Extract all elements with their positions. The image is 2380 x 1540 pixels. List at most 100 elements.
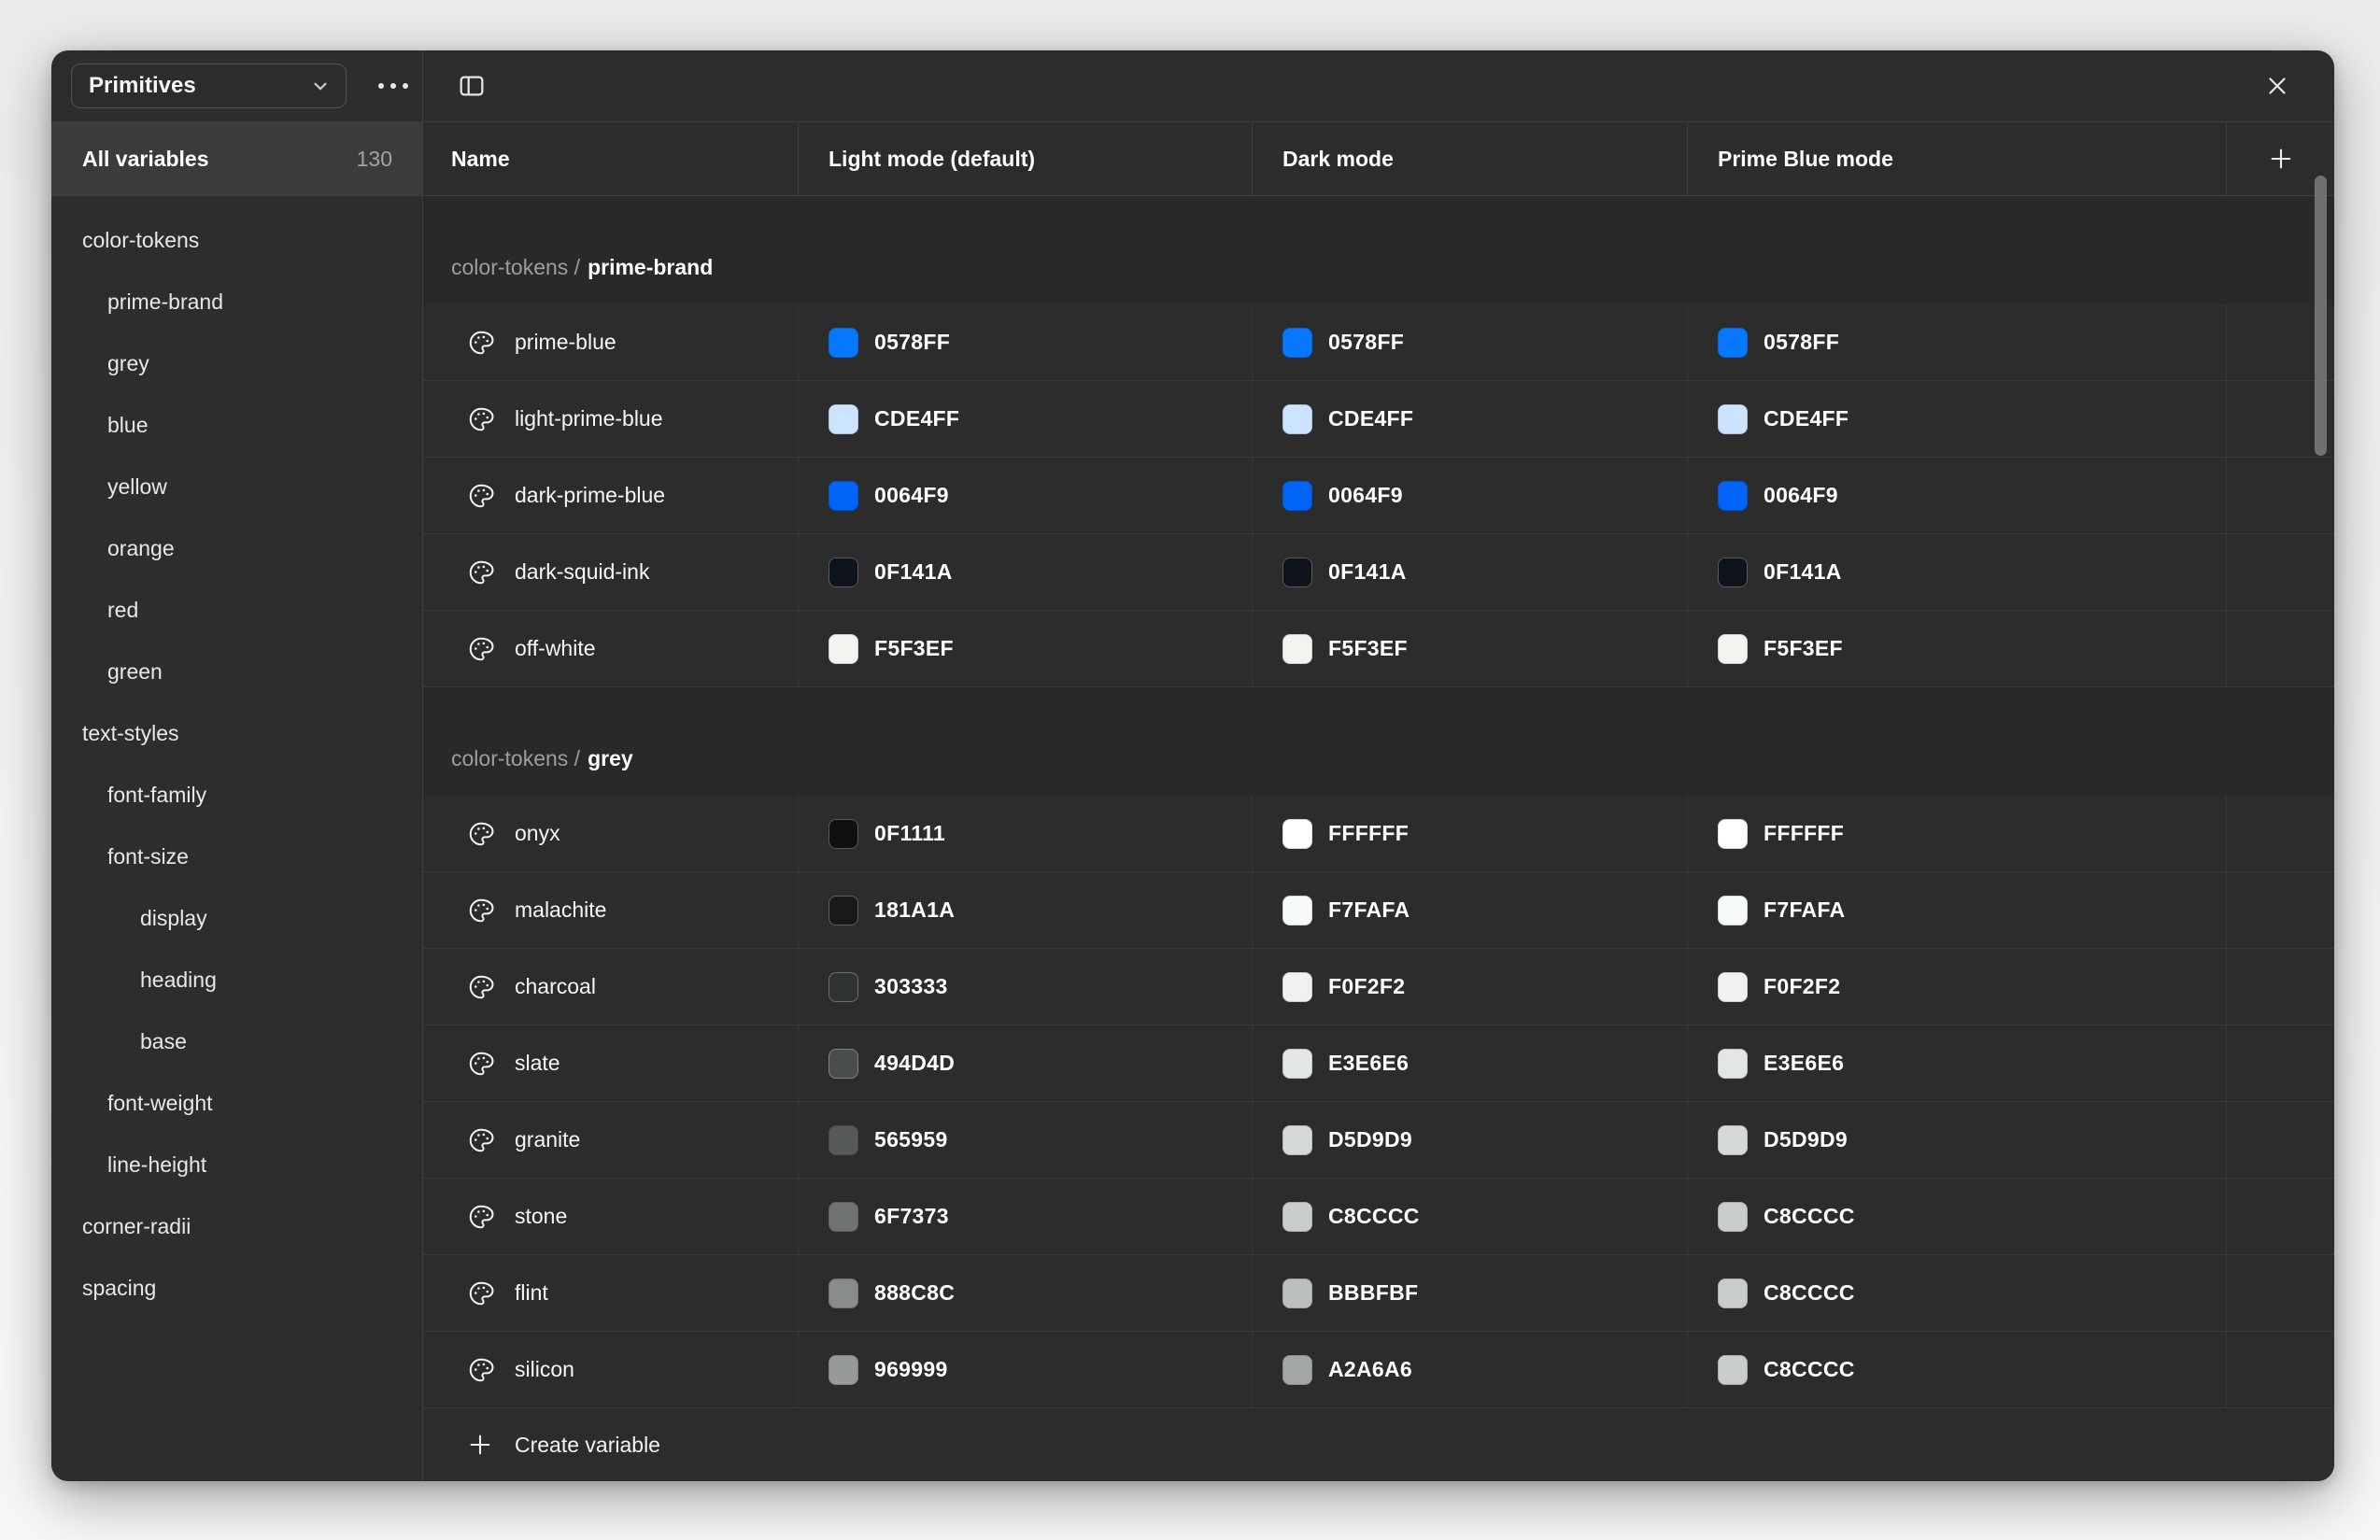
variable-name-cell[interactable]: silicon [423, 1332, 799, 1407]
color-value-cell[interactable]: C8CCCC [1253, 1179, 1688, 1254]
palette-icon [467, 820, 495, 848]
variable-row-granite[interactable]: granite 565959 D5D9D9 D5D9D9 [423, 1102, 2334, 1179]
color-value-cell[interactable]: 303333 [799, 949, 1253, 1024]
color-value-cell[interactable]: 0578FF [1253, 304, 1688, 380]
color-value-cell[interactable]: 0064F9 [1688, 458, 2227, 533]
color-value-cell[interactable]: 6F7373 [799, 1179, 1253, 1254]
variable-name-cell[interactable]: onyx [423, 796, 799, 871]
variable-row-charcoal[interactable]: charcoal 303333 F0F2F2 F0F2F2 [423, 949, 2334, 1025]
color-value-cell[interactable]: A2A6A6 [1253, 1332, 1688, 1407]
variable-row-silicon[interactable]: silicon 969999 A2A6A6 C8CCCC [423, 1332, 2334, 1408]
sidebar-item-blue[interactable]: blue [51, 394, 422, 456]
sidebar-item-spacing[interactable]: spacing [51, 1257, 422, 1319]
variable-row-onyx[interactable]: onyx 0F1111 FFFFFF FFFFFF [423, 796, 2334, 872]
color-value-cell[interactable]: F5F3EF [799, 611, 1253, 686]
color-value-cell[interactable]: E3E6E6 [1253, 1025, 1688, 1101]
sidebar-item-color-tokens[interactable]: color-tokens [51, 209, 422, 271]
color-value-cell[interactable]: D5D9D9 [1688, 1102, 2227, 1178]
topbar-right-section [423, 50, 2334, 121]
sidebar-item-line-height[interactable]: line-height [51, 1134, 422, 1195]
variable-name-cell[interactable]: dark-prime-blue [423, 458, 799, 533]
color-value-cell[interactable]: 565959 [799, 1102, 1253, 1178]
more-options-button[interactable] [369, 74, 418, 98]
variable-name-cell[interactable]: malachite [423, 872, 799, 948]
color-value-cell[interactable]: 0F141A [1253, 534, 1688, 610]
color-value-cell[interactable]: 0F141A [799, 534, 1253, 610]
sidebar-item-prime-brand[interactable]: prime-brand [51, 271, 422, 332]
color-value-cell[interactable]: FFFFFF [1253, 796, 1688, 871]
palette-icon [467, 405, 495, 433]
sidebar-item-green[interactable]: green [51, 641, 422, 702]
color-value-cell[interactable]: CDE4FF [1688, 381, 2227, 457]
variable-name-cell[interactable]: granite [423, 1102, 799, 1178]
color-value-cell[interactable]: F5F3EF [1688, 611, 2227, 686]
sidebar-item-font-size[interactable]: font-size [51, 826, 422, 887]
sidebar-item-text-styles[interactable]: text-styles [51, 702, 422, 764]
sidebar-item-font-weight[interactable]: font-weight [51, 1072, 422, 1134]
sidebar-item-corner-radii[interactable]: corner-radii [51, 1195, 422, 1257]
variable-row-stone[interactable]: stone 6F7373 C8CCCC C8CCCC [423, 1179, 2334, 1255]
color-value-cell[interactable]: 0F141A [1688, 534, 2227, 610]
sidebar-item-font-family[interactable]: font-family [51, 764, 422, 826]
variable-row-dark-squid-ink[interactable]: dark-squid-ink 0F141A 0F141A 0F141A [423, 534, 2334, 611]
color-value-cell[interactable]: F7FAFA [1688, 872, 2227, 948]
color-value-cell[interactable]: F0F2F2 [1688, 949, 2227, 1024]
color-value-cell[interactable]: BBBFBF [1253, 1255, 1688, 1331]
add-mode-button[interactable] [2227, 122, 2334, 195]
variable-name-cell[interactable]: off-white [423, 611, 799, 686]
color-value-cell[interactable]: CDE4FF [1253, 381, 1688, 457]
color-value-cell[interactable]: C8CCCC [1688, 1179, 2227, 1254]
variable-row-slate[interactable]: slate 494D4D E3E6E6 E3E6E6 [423, 1025, 2334, 1102]
variable-row-malachite[interactable]: malachite 181A1A F7FAFA F7FAFA [423, 872, 2334, 949]
variable-name-cell[interactable]: prime-blue [423, 304, 799, 380]
variable-name-cell[interactable]: slate [423, 1025, 799, 1101]
create-variable-button[interactable]: Create variable [423, 1408, 2334, 1481]
variable-row-flint[interactable]: flint 888C8C BBBFBF C8CCCC [423, 1255, 2334, 1332]
variable-row-light-prime-blue[interactable]: light-prime-blue CDE4FF CDE4FF CDE4FF [423, 381, 2334, 458]
sidebar-item-label: text-styles [82, 720, 179, 745]
color-value-cell[interactable]: F5F3EF [1253, 611, 1688, 686]
sidebar-toggle-button[interactable] [451, 65, 492, 106]
color-value-cell[interactable]: 494D4D [799, 1025, 1253, 1101]
color-value-cell[interactable]: E3E6E6 [1688, 1025, 2227, 1101]
sidebar-item-all-variables[interactable]: All variables 130 [51, 122, 422, 196]
sidebar-item-grey[interactable]: grey [51, 332, 422, 394]
color-value-cell[interactable]: 0578FF [1688, 304, 2227, 380]
variable-row-off-white[interactable]: off-white F5F3EF F5F3EF F5F3EF [423, 611, 2334, 687]
variable-row-prime-blue[interactable]: prime-blue 0578FF 0578FF 0578FF [423, 304, 2334, 381]
palette-icon [467, 1203, 495, 1231]
variable-name-cell[interactable]: stone [423, 1179, 799, 1254]
color-value-cell[interactable]: F0F2F2 [1253, 949, 1688, 1024]
variable-name: silicon [515, 1357, 574, 1381]
color-value-cell[interactable]: 0064F9 [1253, 458, 1688, 533]
collection-selector[interactable]: Primitives [71, 64, 347, 108]
color-value-cell[interactable]: 969999 [799, 1332, 1253, 1407]
sidebar-item-yellow[interactable]: yellow [51, 456, 422, 517]
color-value-cell[interactable]: 0F1111 [799, 796, 1253, 871]
color-value-cell[interactable]: F7FAFA [1253, 872, 1688, 948]
sidebar-item-display[interactable]: display [51, 887, 422, 949]
sidebar-item-label: base [140, 1028, 187, 1053]
close-panel-button[interactable] [2258, 66, 2297, 106]
color-value-cell[interactable]: 888C8C [799, 1255, 1253, 1331]
variable-row-dark-prime-blue[interactable]: dark-prime-blue 0064F9 0064F9 0064F9 [423, 458, 2334, 534]
color-value-cell[interactable]: FFFFFF [1688, 796, 2227, 871]
variable-name-cell[interactable]: flint [423, 1255, 799, 1331]
color-value-cell[interactable]: 0578FF [799, 304, 1253, 380]
sidebar-item-base[interactable]: base [51, 1010, 422, 1072]
palette-icon [467, 1356, 495, 1384]
vertical-scrollbar-thumb[interactable] [2315, 176, 2327, 456]
color-value-cell[interactable]: CDE4FF [799, 381, 1253, 457]
sidebar-item-red[interactable]: red [51, 579, 422, 641]
sidebar-item-heading[interactable]: heading [51, 949, 422, 1010]
sidebar-item-orange[interactable]: orange [51, 517, 422, 579]
variable-name-cell[interactable]: dark-squid-ink [423, 534, 799, 610]
color-value-cell[interactable]: C8CCCC [1688, 1255, 2227, 1331]
group-name: prime-brand [588, 255, 714, 279]
variable-name-cell[interactable]: light-prime-blue [423, 381, 799, 457]
color-value-cell[interactable]: 0064F9 [799, 458, 1253, 533]
color-value-cell[interactable]: 181A1A [799, 872, 1253, 948]
color-value-cell[interactable]: C8CCCC [1688, 1332, 2227, 1407]
variable-name-cell[interactable]: charcoal [423, 949, 799, 1024]
color-value-cell[interactable]: D5D9D9 [1253, 1102, 1688, 1178]
